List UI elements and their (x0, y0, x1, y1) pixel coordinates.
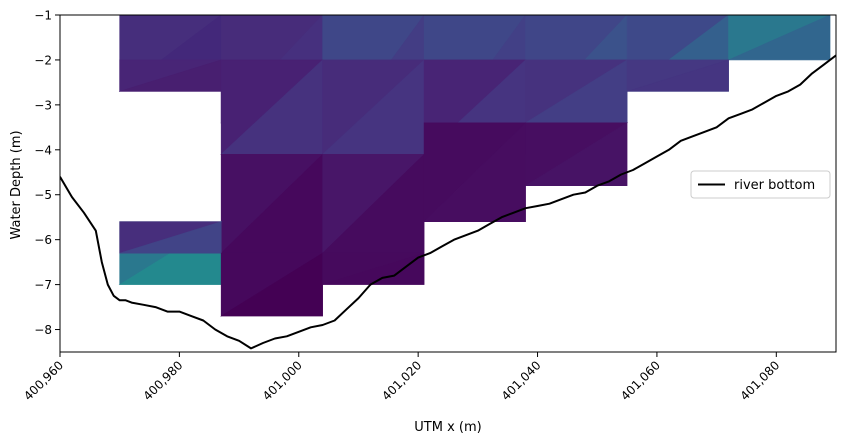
heatmap-cell (322, 252, 425, 286)
x-axis: 400,960 400,980 401,000 401,020 401,040 401,0… (21, 352, 782, 403)
x-tick-label: 400,980 (141, 358, 186, 403)
heatmap-cell (220, 153, 324, 254)
legend-box (690, 170, 831, 199)
y-tick-label: −8 (34, 323, 52, 337)
heatmap-cell (524, 59, 629, 124)
y-tick-label: −7 (34, 278, 52, 292)
heatmap-cell-tri-b (728, 15, 831, 61)
y-tick-label: −2 (34, 53, 52, 67)
heatmap-cell (321, 59, 425, 155)
x-tick-label: 401,080 (737, 358, 782, 403)
x-tick-label: 401,020 (379, 358, 424, 403)
series-line-river-bottom (60, 54, 836, 350)
plot-frame (59, 14, 837, 353)
heatmap-cell-tri-b (626, 59, 729, 92)
y-tick-label: −5 (34, 188, 52, 202)
x-tick-label: 401,060 (618, 358, 663, 403)
heatmap-cell (220, 59, 324, 155)
heatmap-cells (118, 15, 831, 317)
legend-entry: river bottom (734, 178, 815, 193)
x-tick-label: 401,000 (260, 358, 305, 403)
y-tick-label: −3 (34, 98, 52, 112)
heatmap-cell-tri-b (524, 122, 628, 187)
heatmap-cell (119, 59, 222, 92)
x-tick-label: 400,960 (21, 358, 66, 403)
heatmap-cell (423, 122, 527, 223)
y-tick-label: −4 (34, 143, 52, 157)
y-tick-label: −1 (34, 9, 52, 23)
heatmap-cell-tri-b (322, 252, 425, 285)
x-tick-label: 401,040 (499, 358, 544, 403)
series-layer (60, 54, 836, 350)
y-axis-label: Water Depth (m) (9, 130, 24, 239)
heatmap-cell (728, 15, 831, 61)
legend: river bottom (690, 170, 831, 199)
heatmap-cell (220, 252, 324, 317)
heatmap-cell (626, 59, 729, 92)
heatmap-cell (524, 122, 629, 187)
x-axis-label: UTM x (m) (414, 420, 481, 435)
y-axis: −1 −2 −3 −4 −5 −6 −7 −8 (34, 9, 60, 337)
heatmap-cell (119, 221, 222, 254)
heatmap-cell (321, 153, 425, 254)
y-tick-label: −6 (34, 233, 52, 247)
heatmap-cell-tri-b (119, 221, 222, 254)
